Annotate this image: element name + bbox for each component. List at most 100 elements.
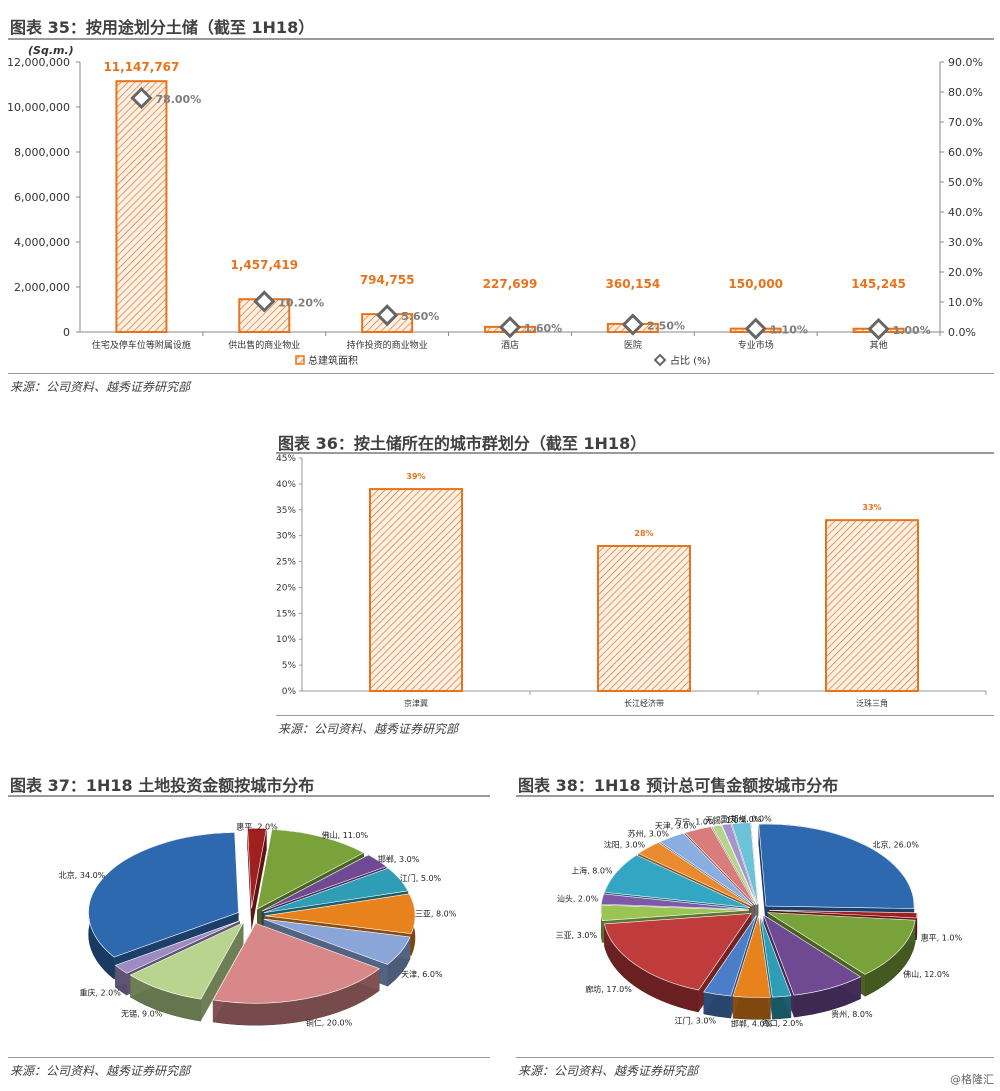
bar xyxy=(825,519,919,692)
pct-marker xyxy=(621,313,644,336)
fig36-title-rule xyxy=(276,452,994,454)
bar-value-label: 360,154 xyxy=(606,277,661,291)
fig38-title-rule xyxy=(516,795,994,797)
fig38-bottom-rule xyxy=(516,1057,994,1058)
y-tick-label: 30% xyxy=(276,532,296,542)
fig36-source: 来源：公司资料、越秀证券研究部 xyxy=(278,722,459,736)
y2-tick-label: 10.0% xyxy=(948,296,983,309)
pct-label: 1.00% xyxy=(893,324,931,337)
y-tick-label: 0% xyxy=(282,687,297,697)
y2-tick-label: 40.0% xyxy=(948,206,983,219)
bar-value-label: 33% xyxy=(862,503,881,512)
pie-slice xyxy=(256,829,365,910)
pie-slice-label: 铜仁, 20.0% xyxy=(306,1018,353,1028)
fig35-title-rule xyxy=(8,38,994,40)
fig37-source: 来源：公司资料、越秀证券研究部 xyxy=(10,1064,191,1078)
pie-slice-label: 郑州, 0.0% xyxy=(730,813,772,823)
y-tick-label: 4,000,000 xyxy=(14,236,70,249)
y2-tick-label: 70.0% xyxy=(948,116,983,129)
x-tick-label: 酒店 xyxy=(501,339,519,351)
pie-slice-side xyxy=(251,828,267,931)
pct-label: 5.60% xyxy=(401,310,439,323)
y-tick-label: 40% xyxy=(276,480,296,490)
fig35-chart: (Sq.m.) 0 2,000,000 4,000,000 6,000,000 8,000… xyxy=(7,44,983,367)
y2-tick-label: 60.0% xyxy=(948,146,983,159)
pie-slice xyxy=(247,828,267,909)
fig38-title: 图表 38：1H18 预计总可售金额按城市分布 xyxy=(518,776,839,795)
pie-slice-label: 天津, 3.0% xyxy=(655,820,697,830)
pie-slice-label: 苏州, 3.0% xyxy=(628,829,670,839)
pct-marker xyxy=(253,290,276,313)
y-tick-label: 10,000,000 xyxy=(7,101,70,114)
pie-slice xyxy=(88,832,239,958)
pie-slice-label: 无锡, 9.0% xyxy=(121,1010,163,1019)
fig37-title: 图表 37：1H18 土地投资金额按城市分布 xyxy=(10,776,315,795)
fig37-bottom-rule xyxy=(8,1057,490,1058)
x-tick-label: 其他 xyxy=(870,339,888,351)
y2-tick-label: 20.0% xyxy=(948,266,983,279)
pie-slice xyxy=(129,921,245,1000)
y-tick-label: 10% xyxy=(276,635,296,645)
pie-slice xyxy=(758,823,915,909)
pct-label: 2.50% xyxy=(647,320,685,333)
bar xyxy=(115,80,168,333)
pie-slice xyxy=(637,842,753,907)
pie-slice xyxy=(711,824,757,905)
pie-slice-label: 惠平, 1.0% xyxy=(921,933,963,943)
legend-swatch-marker xyxy=(653,353,667,367)
pct-marker xyxy=(130,86,153,110)
x-tick-label: 持作投资的商业物业 xyxy=(347,339,428,351)
y2-tick-label: 0.0% xyxy=(948,326,976,339)
legend-label: 占比 (%) xyxy=(670,354,711,367)
x-tick-label: 泛珠三角 xyxy=(856,698,888,708)
bar-value-label: 28% xyxy=(634,529,653,538)
pie-slice-side xyxy=(758,824,767,929)
fig36-bottom-rule xyxy=(276,715,994,716)
y-tick-label: 35% xyxy=(276,506,296,516)
pie-slice-label: 惠平, 2.0% xyxy=(236,821,278,831)
pie-slice-label: 天津, 6.0% xyxy=(401,969,443,979)
pie-slice-label: 汕头, 2.0% xyxy=(557,894,599,904)
pie-slice-label: 江门, 3.0% xyxy=(675,1016,717,1026)
legend-label: 总建筑面积 xyxy=(308,354,358,367)
pie-slice-label: 上海, 8.0% xyxy=(571,866,613,876)
pie-slice-label: 万宁, 1.0% xyxy=(674,817,716,827)
pie-slice-label: 三亚, 3.0% xyxy=(556,931,598,940)
bar-value-label: 227,699 xyxy=(483,277,538,291)
legend-swatch-bar xyxy=(295,355,305,365)
pie-slice-label: 廊坊, 17.0% xyxy=(585,984,632,994)
fig36-title: 图表 36：按土储所在的城市群划分（截至 1H18） xyxy=(278,434,647,453)
pie-slice xyxy=(212,922,380,1004)
y-tick-label: 20% xyxy=(276,583,296,593)
pct-label: 1.60% xyxy=(524,322,562,335)
pie-slice xyxy=(768,910,918,919)
bar xyxy=(369,488,463,692)
fig36-chart: 0% 5% 10% 15% 20% 25% 30% 35% 40% 45% 39% 京津冀 28% 长江经… xyxy=(276,454,987,708)
pie-slice-label: 北京, 26.0% xyxy=(872,839,919,849)
pie-slice-label: 北京, 34.0% xyxy=(59,870,106,880)
pie-slice-label: 邯郸, 3.0% xyxy=(378,854,420,864)
pie-slice xyxy=(760,915,792,998)
x-tick-label: 长江经济带 xyxy=(624,698,664,708)
pie-slice xyxy=(762,914,862,996)
pie-slice xyxy=(263,867,409,914)
bar xyxy=(597,545,691,693)
bar-value-label: 150,000 xyxy=(728,277,783,291)
pie-slice-label: 海口, 2.0% xyxy=(762,1018,804,1028)
pie-slice xyxy=(600,904,750,922)
pie-slice xyxy=(659,832,754,906)
pie-slice xyxy=(603,913,752,991)
pie-slice xyxy=(261,854,387,912)
fig38-chart: 北京, 26.0% 惠平, 1.0% 佛山, 12.0% 贵州, 8.0% 海口, 2.… xyxy=(556,813,963,1028)
y-tick-label: 45% xyxy=(276,454,296,464)
pie-slice-label: 佛山, 12.0% xyxy=(903,969,950,979)
x-tick-label: 专业市场 xyxy=(738,339,774,351)
pie-slice-label: 重庆, 2.0% xyxy=(720,814,762,824)
pie-slice-label: 贵州, 8.0% xyxy=(831,1009,873,1019)
x-tick-label: 京津冀 xyxy=(404,698,428,708)
y2-tick-label: 90.0% xyxy=(948,56,983,69)
y-tick-label: 12,000,000 xyxy=(7,56,70,69)
pie-slice-label: 沈阳, 3.0% xyxy=(604,840,646,850)
pct-label: 10.20% xyxy=(278,296,324,309)
y-tick-label: 25% xyxy=(276,558,296,568)
